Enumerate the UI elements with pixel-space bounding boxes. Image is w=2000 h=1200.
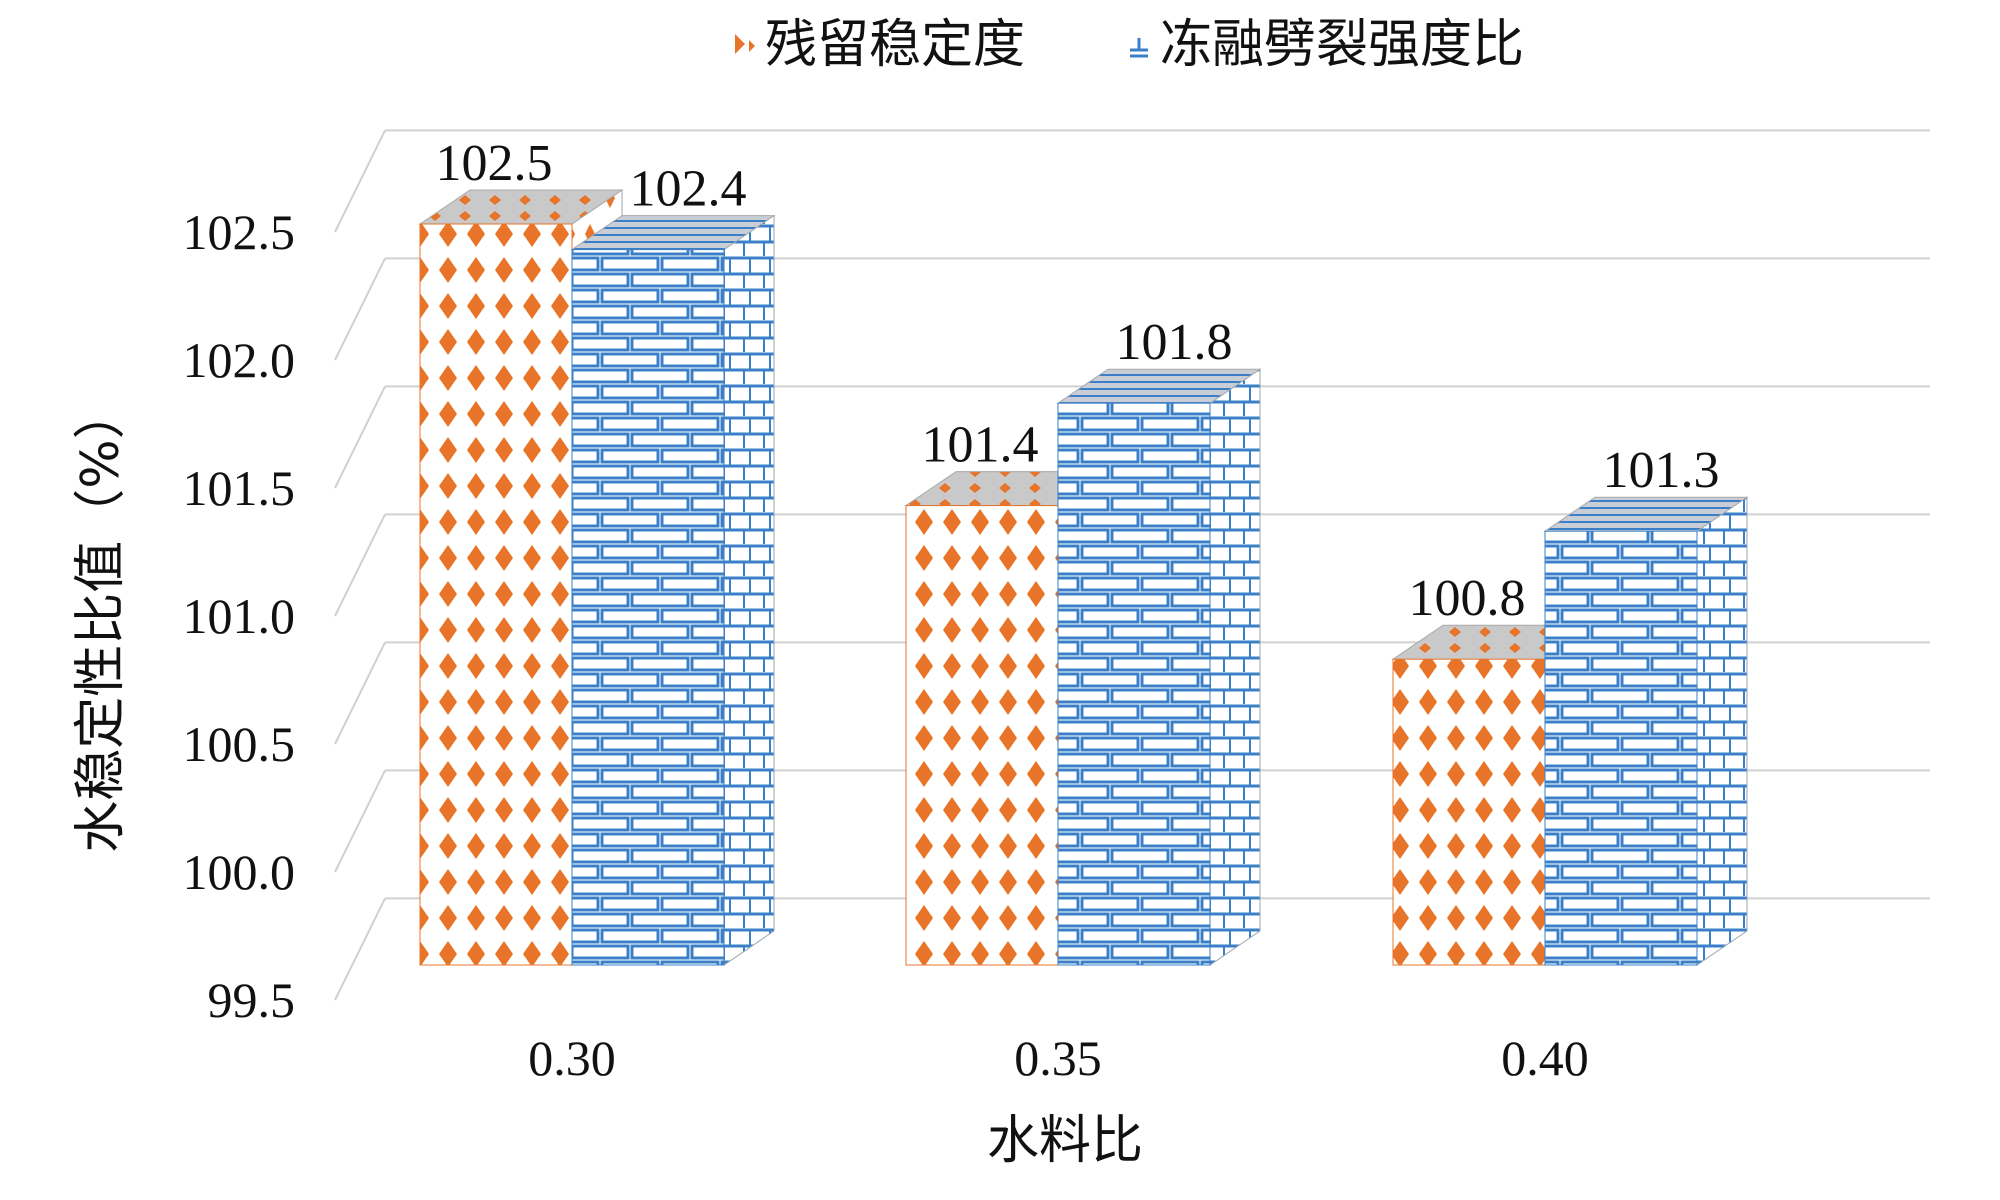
data-label: 101.4 [922,417,1039,474]
y-axis-title: 水稳定性比值（%） [71,387,131,852]
legend-swatch [735,34,745,54]
x-tick-label: 0.30 [528,1030,616,1086]
gridline-diagonal [334,129,386,233]
x-tick-label: 0.40 [1501,1030,1589,1086]
bar-side [723,214,775,966]
x-axis-title: 水料比 [987,1111,1143,1171]
gridline-diagonal [334,641,386,745]
legend: 残留稳定度 冻融劈裂强度比 [735,15,1524,75]
y-tick-label: 102.0 [183,332,296,388]
y-tick-label: 100.5 [183,716,296,772]
bar-freeze-thaw-ratio-0.40 [1543,496,1749,966]
bar-front [1544,530,1698,966]
bar-front [1392,658,1546,966]
data-label: 102.4 [630,161,747,218]
legend-swatch-part [749,40,755,52]
bar-side [1209,368,1261,966]
data-label: 102.5 [436,135,553,192]
gridline-diagonal [334,257,386,361]
y-axis-ticks: 99.5 100.0 100.5 101.0 101.5 102.0 102.5 [183,204,296,1028]
data-label: 101.8 [1116,314,1233,371]
bar-side [1696,496,1748,966]
y-tick-label: 99.5 [208,972,296,1028]
legend-item-freeze-thaw-ratio: 冻融劈裂强度比 [1130,15,1524,75]
bar-freeze-thaw-ratio-0.35 [1056,368,1262,966]
data-label: 100.8 [1409,570,1526,627]
bar-front [419,223,573,966]
bar-front [905,505,1059,966]
gridline-diagonal [334,769,386,873]
y-tick-label: 100.0 [183,844,296,900]
legend-label: 冻融劈裂强度比 [1160,15,1524,75]
legend-label: 残留稳定度 [765,15,1025,75]
gridline-diagonal [334,897,386,1001]
x-tick-label: 0.35 [1014,1030,1102,1086]
bar-freeze-thaw-ratio-0.30 [570,214,776,966]
y-tick-label: 102.5 [183,204,296,260]
bars: 102.5 102.4 101.4 101.8 100.8 101.3 [418,135,1749,966]
bar-front [571,249,725,966]
x-axis-ticks: 0.30 0.35 0.40 [528,1030,1589,1086]
legend-swatch [1130,38,1148,58]
legend-item-residual-stability: 残留稳定度 [735,15,1025,75]
gridline-diagonal [334,385,386,489]
data-label: 101.3 [1603,442,1720,499]
gridline-diagonal [334,513,386,617]
bar-front [1057,402,1211,966]
y-tick-label: 101.5 [183,460,296,516]
y-tick-label: 101.0 [183,588,296,644]
